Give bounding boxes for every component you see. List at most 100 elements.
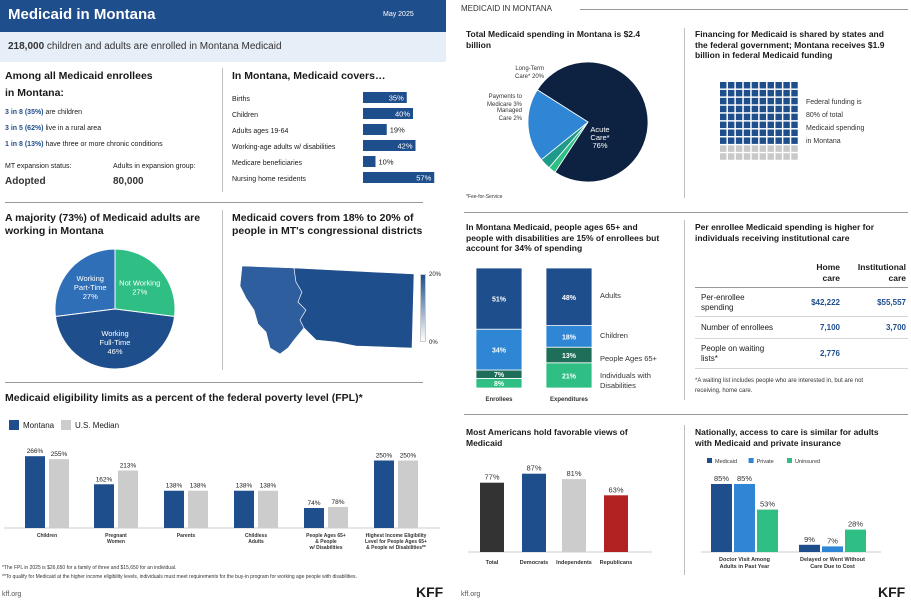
spending-label-2-1: Medicare 3% <box>487 102 523 108</box>
funding-cell-83 <box>743 145 751 152</box>
fpl-bar-us-0 <box>49 459 69 528</box>
working-title-line1: A majority (73%) of Medicaid adults are <box>5 212 201 224</box>
per-enrollee-row-1-home: $42,222 <box>811 298 840 307</box>
per-enrollee-title-line2: individuals receiving institutional care <box>695 232 850 243</box>
fpl-title: Medicaid eligibility limits as a percent… <box>5 392 363 404</box>
elderly-legend-1: People Ages 65+ <box>600 354 658 363</box>
funding-cell-79 <box>791 137 798 144</box>
elderly-value-1-3: 48% <box>562 295 577 302</box>
funding-cell-96 <box>767 153 774 160</box>
favorable-value-1: 87% <box>526 464 541 473</box>
funding-cell-41 <box>727 113 735 121</box>
spending-label-0-1: Care* <box>590 133 609 142</box>
per-enrollee-rule-2 <box>695 338 908 339</box>
access-value-1-1: 7% <box>827 536 838 545</box>
per-enrollee-col-inst: Institutional care <box>857 262 906 283</box>
funding-cell-11 <box>727 89 735 97</box>
spending-slice-0 <box>536 61 649 183</box>
access-value-0-0: 85% <box>714 474 729 483</box>
funding-cell-62 <box>735 129 743 136</box>
working-title: A majority (73%) of Medicaid adults are … <box>5 212 215 238</box>
per-enrollee-col-home: Home care <box>816 262 840 283</box>
funding-cell-44 <box>751 113 759 121</box>
per-enrollee-row-2-inst: 3,700 <box>885 323 906 332</box>
right-divider-h1 <box>464 212 908 213</box>
funding-cell-36 <box>767 105 774 113</box>
favorable-label-0: Total <box>486 560 499 566</box>
spending-label-1-1: Care 2% <box>499 116 523 122</box>
working-slice-0 <box>54 248 116 318</box>
federal-funding-grid <box>720 82 798 160</box>
funding-cell-89 <box>791 145 798 152</box>
working-slice-label-0-2: 27% <box>83 292 98 301</box>
among-fact-3: 1 in 8 (13%) have three or more chronic … <box>5 141 163 148</box>
funding-cell-25 <box>759 97 767 105</box>
fpl-label-4-1: & People <box>315 539 337 545</box>
funding-cell-73 <box>743 137 751 144</box>
fpl-value-montana-0: 266% <box>27 448 44 455</box>
funding-cell-56 <box>767 121 774 129</box>
financing-title-line1: Financing for Medicaid is shared by stat… <box>695 29 884 39</box>
funding-cell-70 <box>720 137 727 144</box>
elderly-bar-0-2 <box>475 328 523 371</box>
fpl-label-3-1: Adults <box>248 539 264 545</box>
funding-cell-6 <box>767 82 774 89</box>
access-bar-0-1 <box>734 484 755 552</box>
funding-cell-93 <box>743 153 751 160</box>
fpl-label-5-1: Level for People Ages 65+ <box>365 539 427 545</box>
access-legend-swatch-2 <box>787 458 792 463</box>
fpl-value-us-1: 213% <box>120 462 137 469</box>
left-footer-source[interactable]: kff.org <box>2 591 22 598</box>
left-header-bar <box>0 0 446 32</box>
access-legend-label-2: Uninsured <box>795 459 820 465</box>
funding-cell-23 <box>743 97 751 105</box>
fpl-bar-montana-1 <box>94 484 114 528</box>
funding-cell-60 <box>720 129 727 136</box>
enrolled-text: 218,000 children and adults are enrolled… <box>8 41 282 52</box>
covers-bar-1 <box>363 108 413 119</box>
right-divider-2 <box>684 220 685 400</box>
funding-cell-8 <box>783 82 790 89</box>
funding-cell-69 <box>791 129 798 136</box>
fpl-footnote-1: *The FPL in 2025 is $26,650 for a family… <box>2 565 177 571</box>
covers-value-5: 57% <box>416 174 431 183</box>
funding-cell-63 <box>743 129 751 136</box>
per-enrollee-rule-0 <box>695 287 908 288</box>
elderly-legend-3: Adults <box>600 291 621 300</box>
covers-bar-4 <box>363 156 376 167</box>
access-legend-label-0: Medicaid <box>715 459 737 465</box>
elderly-legend-2: Children <box>600 331 628 340</box>
fpl-bar-us-5 <box>398 460 418 528</box>
funding-cell-81 <box>727 145 735 152</box>
fpl-label-2-0: Parents <box>177 533 196 539</box>
financing-text-4: in Montana <box>806 138 841 145</box>
expansion-status-value: Adopted <box>5 176 46 187</box>
funding-cell-46 <box>767 113 774 121</box>
fpl-value-us-0: 255% <box>51 451 68 458</box>
district-east <box>293 267 415 349</box>
fpl-label-3-0: Childless <box>245 533 267 539</box>
funding-cell-31 <box>727 105 735 113</box>
fpl-value-montana-1: 162% <box>96 476 113 483</box>
fpl-value-us-4: 78% <box>331 499 344 506</box>
per-enrollee-rule-1 <box>695 316 908 317</box>
funding-cell-85 <box>759 145 767 152</box>
spending-label-3-1: Care* 20% <box>515 74 545 80</box>
funding-cell-28 <box>783 97 790 105</box>
fpl-value-montana-3: 138% <box>236 483 253 490</box>
enrolled-count: 218,000 <box>8 41 45 52</box>
per-enrollee-row-2-home: 7,100 <box>819 323 840 332</box>
funding-cell-65 <box>759 129 767 136</box>
funding-cell-64 <box>751 129 759 136</box>
left-page-title: Medicaid in Montana <box>8 6 156 23</box>
funding-cell-98 <box>783 153 790 160</box>
funding-cell-59 <box>791 121 798 129</box>
funding-cell-26 <box>767 97 774 105</box>
right-footer-source[interactable]: kff.org <box>461 591 481 598</box>
fpl-bar-montana-3 <box>234 490 254 528</box>
funding-cell-49 <box>791 113 798 121</box>
funding-cell-51 <box>727 121 735 129</box>
covers-label-2: Adults ages 19-64 <box>232 128 289 135</box>
fpl-label-4-2: w/ Disabilities <box>308 545 342 551</box>
